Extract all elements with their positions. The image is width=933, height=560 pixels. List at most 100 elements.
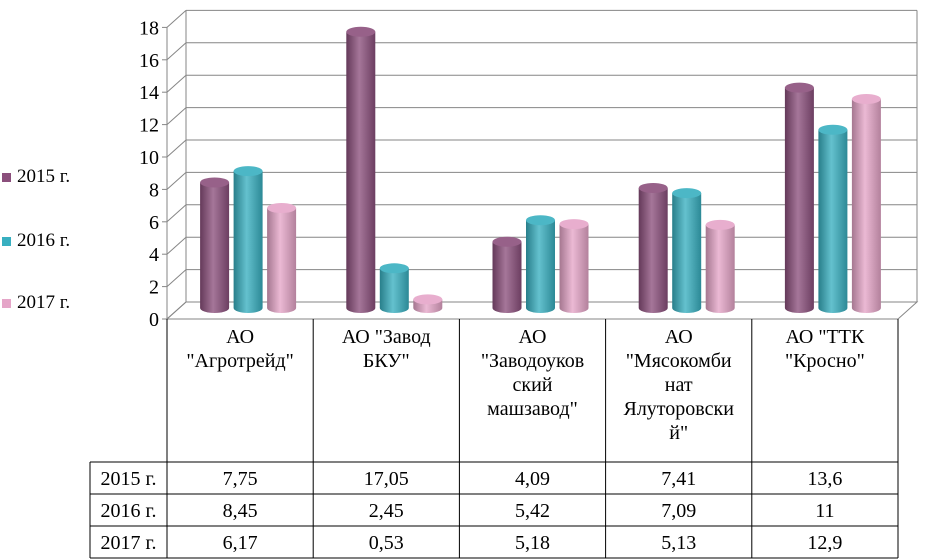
y-tick-label: 10 <box>139 147 159 169</box>
category-label-line: АО <box>226 326 254 348</box>
table-cell-value: 7,41 <box>661 468 696 490</box>
category-label-line: ский <box>513 374 553 396</box>
y-tick-label: 8 <box>149 179 159 201</box>
bar-body <box>200 182 230 313</box>
bar-2017-1 <box>413 294 443 313</box>
gridline-side <box>166 172 187 190</box>
table-cell-value: 7,75 <box>223 468 258 490</box>
category-label-line: нат <box>665 374 693 396</box>
bar-body <box>379 268 409 313</box>
bar-top <box>818 124 848 135</box>
category-label-line: Ялуторовски <box>623 398 734 420</box>
category-label: АО "ТТК "Кросно" <box>785 326 865 372</box>
category-label-line: "Мясокомби <box>626 350 732 372</box>
legend-label-2015: 2015 г. <box>17 166 71 187</box>
bar-top <box>379 263 409 274</box>
category-label: АО "Завод БКУ" <box>342 326 431 372</box>
bar-2016-2 <box>526 215 555 313</box>
bar-top <box>638 182 668 193</box>
bar-top <box>559 219 589 230</box>
bar-body <box>526 220 555 313</box>
gridline-side <box>166 269 187 287</box>
bar-body <box>559 224 589 313</box>
bar-2016-0 <box>233 166 263 313</box>
legend-swatch-2017 <box>2 298 11 308</box>
bar-body <box>818 129 848 313</box>
category-label-line: й" <box>669 422 688 444</box>
bar-body <box>267 208 297 313</box>
category-label-line: БКУ" <box>363 350 410 372</box>
bar-2015-4 <box>784 82 814 314</box>
bar-2015-1 <box>346 26 376 313</box>
bar-body <box>233 171 263 313</box>
gridline-side <box>166 204 187 223</box>
gridline-side <box>166 107 187 125</box>
bar-2017-0 <box>267 203 297 313</box>
bar-2016-3 <box>672 188 702 313</box>
category-label-line: машзавод" <box>487 398 578 420</box>
legend-swatch-2015 <box>2 172 11 182</box>
bar-body <box>672 193 702 313</box>
bar-2016-1 <box>379 263 409 313</box>
bar-top <box>346 26 376 37</box>
table-cell-value: 6,17 <box>223 532 258 554</box>
bar-body <box>346 31 376 313</box>
table-row-header: 2015 г. <box>101 468 157 490</box>
category-label-line: "Заводоуков <box>481 350 584 372</box>
bar-body <box>492 241 522 313</box>
chart-floor <box>165 301 919 320</box>
gridline-side <box>166 139 187 158</box>
y-tick-label: 18 <box>139 17 159 39</box>
gridline-side <box>166 10 187 28</box>
bar-top <box>233 166 263 177</box>
category-label-line: "Кросно" <box>785 350 865 372</box>
gridline-side <box>166 236 187 255</box>
bar-top <box>851 94 881 105</box>
legend-label-2017: 2017 г. <box>17 292 71 313</box>
gridline-side <box>166 74 187 93</box>
category-label-line: АО <box>665 326 693 348</box>
y-tick-label: 14 <box>139 82 159 104</box>
bar-top <box>705 219 735 230</box>
category-label: АО "Заводоуков ский машзавод" <box>481 326 584 420</box>
bar-top <box>267 203 297 214</box>
table-cell-value: 5,18 <box>515 532 550 554</box>
y-tick-label: 4 <box>149 244 159 266</box>
table-cell-value: 11 <box>815 500 834 522</box>
bar-top <box>200 177 230 188</box>
y-tick-label: 6 <box>149 212 159 234</box>
legend-label-2016: 2016 г. <box>17 230 71 251</box>
bar-2017-4 <box>851 94 881 314</box>
table-cell-value: 5,13 <box>661 532 696 554</box>
category-label-line: "Агротрейд" <box>186 350 293 372</box>
table-cell-value: 17,05 <box>364 468 409 490</box>
table-cell-value: 0,53 <box>369 532 404 554</box>
bar-2015-2 <box>492 236 522 313</box>
bar-top <box>672 188 702 199</box>
bar-2017-3 <box>705 219 735 313</box>
y-tick-label: 12 <box>139 115 159 137</box>
bar-2015-3 <box>638 182 668 313</box>
table-cell-value: 4,09 <box>515 468 550 490</box>
legend-item-2017: 2017 г. <box>2 292 70 314</box>
bar-body <box>705 224 735 313</box>
bar-2017-2 <box>559 219 589 313</box>
y-tick-label: 0 <box>149 309 159 331</box>
table-cell-value: 5,42 <box>515 500 550 522</box>
bar-body <box>784 87 814 314</box>
bar-2015-0 <box>200 177 230 313</box>
legend-item-2016: 2016 г. <box>2 230 70 252</box>
y-tick-label: 16 <box>139 50 159 72</box>
bar-top <box>492 236 522 247</box>
table-row-header: 2016 г. <box>101 500 157 522</box>
table-cell-value: 13,6 <box>807 468 842 490</box>
gridline-side <box>166 42 187 61</box>
y-tick-label: 2 <box>149 277 159 299</box>
bar-2016-4 <box>818 124 848 313</box>
category-label-line: АО "ТТК <box>785 326 864 348</box>
bar-body <box>851 99 881 314</box>
table-cell-value: 12,9 <box>807 532 842 554</box>
category-label: АО "Мясокомби нат Ялуторовски й" <box>623 326 734 444</box>
category-label-line: АО <box>519 326 547 348</box>
